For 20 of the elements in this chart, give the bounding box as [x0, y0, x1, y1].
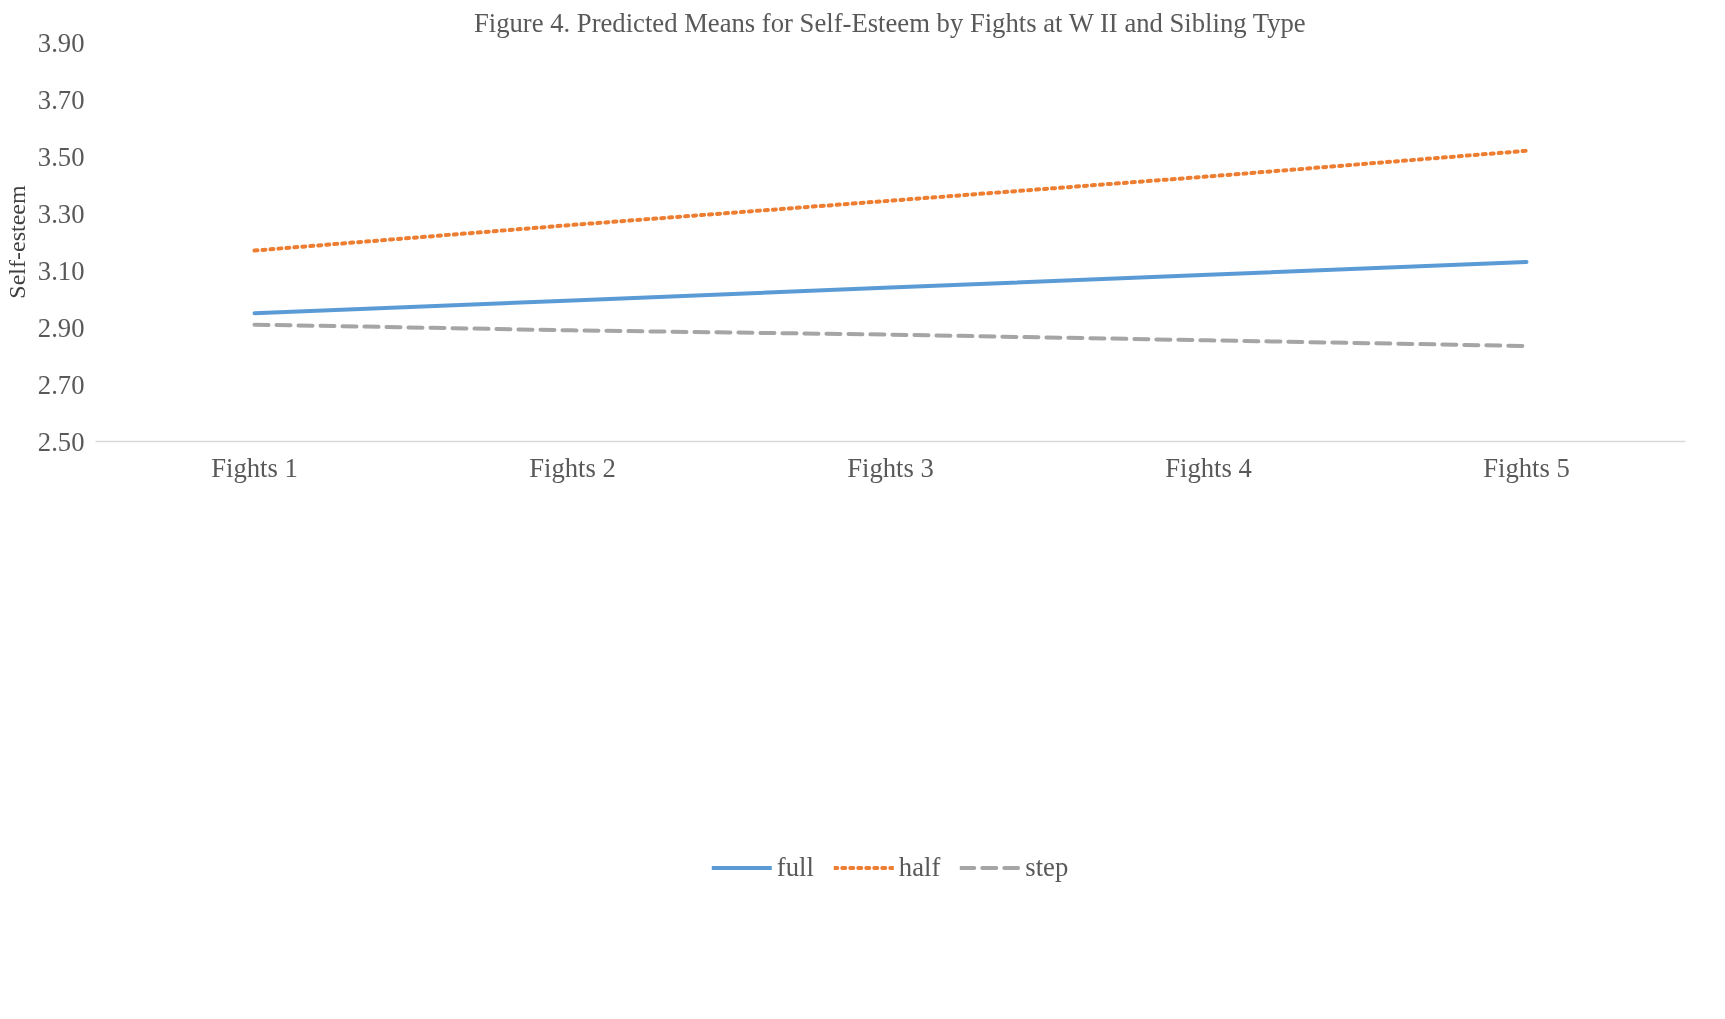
line-series — [252, 148, 1529, 253]
x-tick-label: Fights 2 — [529, 452, 616, 483]
y-tick-label: 3.70 — [37, 84, 85, 115]
y-tick-label: 3.30 — [37, 198, 85, 229]
legend-label: half — [898, 851, 941, 883]
y-tick-label: 3.90 — [37, 27, 85, 58]
line-series — [252, 259, 1529, 316]
legend-label: step — [1025, 851, 1069, 883]
chart-title: Figure 4. Predicted Means for Self-Esteem by Fights at W II and Sibling Type — [473, 7, 1306, 38]
y-tick-label: 3.50 — [37, 141, 85, 172]
legend-label: full — [776, 851, 814, 883]
x-tick-label: Fights 5 — [1483, 452, 1570, 483]
x-tick-label: Fights 1 — [211, 452, 298, 483]
y-axis-title: Self-esteem — [3, 185, 30, 299]
y-tick-label: 3.10 — [37, 255, 85, 286]
y-tick-label: 2.90 — [37, 312, 85, 343]
x-tick-label: Fights 4 — [1165, 452, 1252, 483]
y-tick-label: 2.70 — [37, 369, 85, 400]
y-tick-label: 2.50 — [37, 426, 85, 457]
x-tick-label: Fights 3 — [847, 452, 934, 483]
